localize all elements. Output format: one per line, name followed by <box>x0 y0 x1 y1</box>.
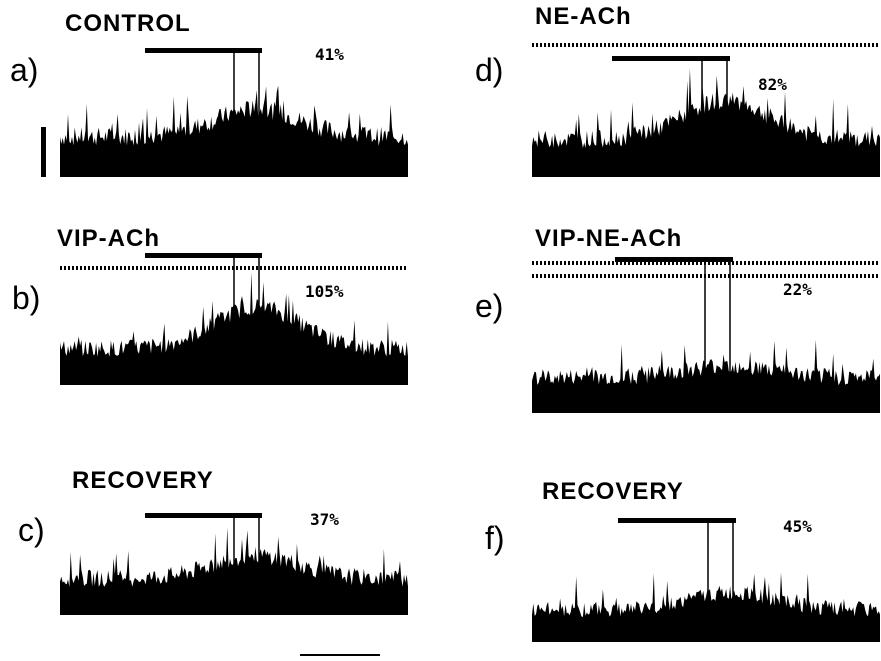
trace-plot <box>532 257 880 413</box>
panel-title: CONTROL <box>65 10 191 37</box>
trace-signal <box>532 572 880 642</box>
stimulus-bar <box>615 257 733 262</box>
horizontal-scale-bar <box>300 654 380 656</box>
panel-letter: b) <box>12 280 41 316</box>
percent-label: 105% <box>305 282 344 301</box>
stimulus-bar <box>145 48 262 53</box>
trace-plot <box>532 43 880 177</box>
trace-plot <box>60 48 408 177</box>
panel-title: RECOVERY <box>542 478 684 505</box>
panel-a: a) CONTROL 41% <box>0 0 440 220</box>
trace-plot <box>532 518 880 642</box>
percent-label: 82% <box>758 75 787 94</box>
panel-e: e) VIP-NE-ACh 22% <box>440 220 880 440</box>
panel-letter: a) <box>10 52 39 88</box>
trace-plot <box>60 253 408 385</box>
panel-title: RECOVERY <box>72 467 214 494</box>
trace-signal <box>532 68 880 177</box>
trace-signal <box>532 339 880 413</box>
panel-title: NE-ACh <box>535 3 632 30</box>
panel-b: b) VIP-ACh 105% <box>0 220 440 440</box>
percent-label: 37% <box>310 510 339 529</box>
vertical-scale-bar <box>41 127 46 177</box>
stimulus-bar <box>618 518 736 523</box>
panel-f: f) RECOVERY 45% <box>440 440 880 660</box>
stimulus-bar <box>145 513 262 518</box>
panel-letter: d) <box>475 52 504 88</box>
panel-letter: e) <box>475 288 504 324</box>
percent-label: 22% <box>783 280 812 299</box>
percent-label: 45% <box>783 517 812 536</box>
stimulus-bar <box>612 56 730 61</box>
panel-title: VIP-ACh <box>57 225 160 252</box>
percent-label: 41% <box>315 45 344 64</box>
panel-d: d) NE-ACh 82% <box>440 0 880 220</box>
trace-plot <box>60 513 408 615</box>
panel-letter: f) <box>485 520 505 556</box>
stimulus-bar <box>145 253 262 258</box>
panel-title: VIP-NE-ACh <box>535 225 683 252</box>
panel-c: c) RECOVERY 37% <box>0 440 440 660</box>
panel-letter: c) <box>18 512 45 548</box>
